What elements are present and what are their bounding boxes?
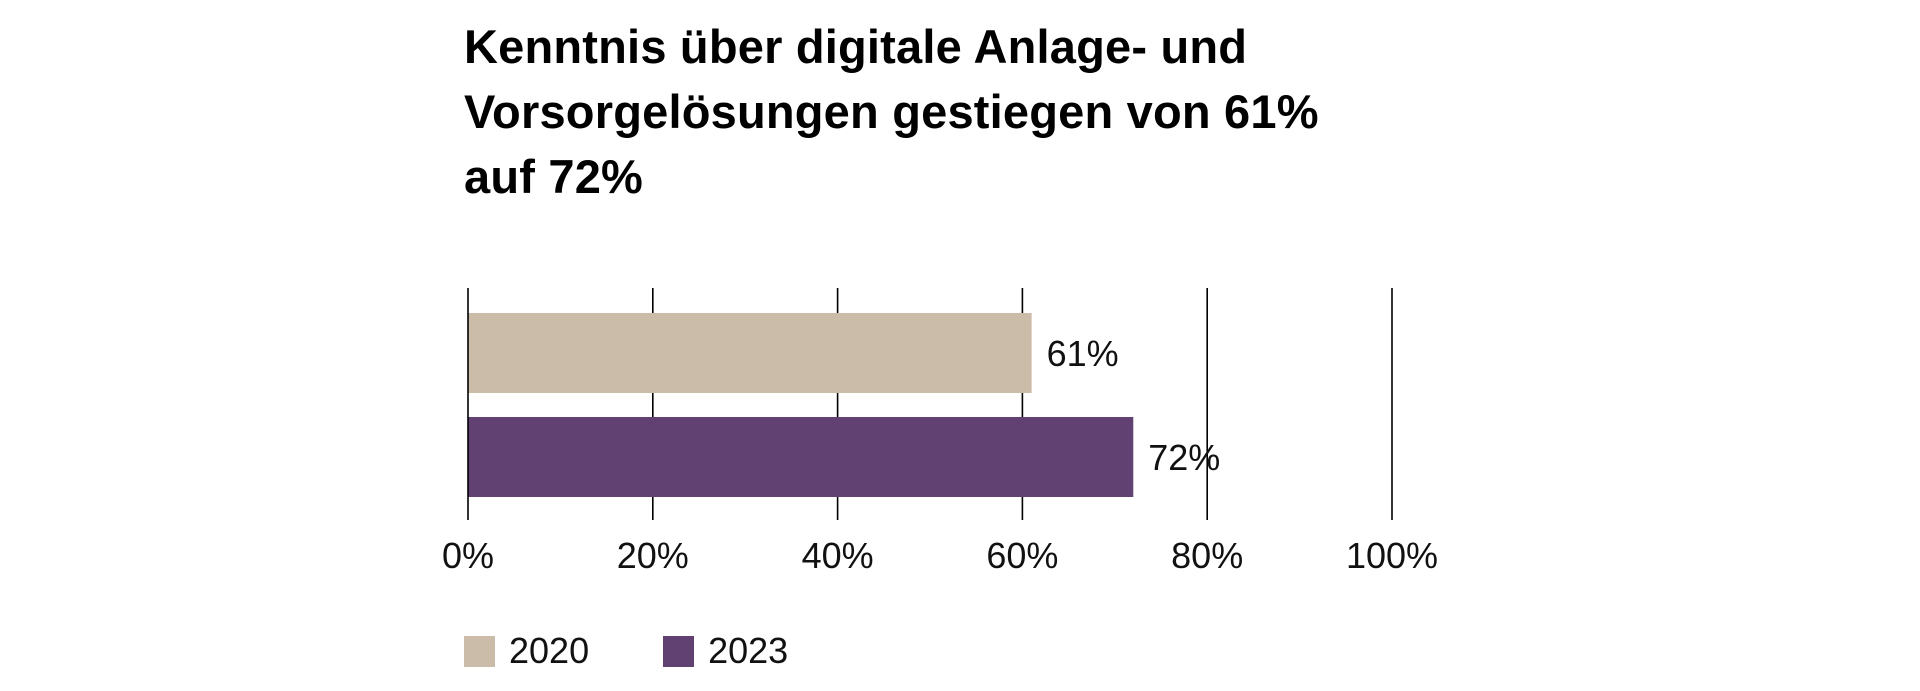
chart-title-line-1: Kenntnis über digitale Anlage- und: [464, 20, 1248, 73]
legend-swatch-2023: [663, 635, 695, 667]
bars: [468, 313, 1134, 497]
data-labels: 61% 72%: [1047, 333, 1221, 478]
chart-title-line-3: auf 72%: [464, 150, 644, 203]
legend-swatch-2020: [464, 635, 495, 667]
data-label-2023: 72%: [1148, 437, 1220, 478]
tick-label-80: 80%: [1171, 535, 1243, 576]
bar-2020: [468, 313, 1032, 393]
legend-item-2020: 2020: [464, 630, 589, 672]
data-label-2020: 61%: [1047, 333, 1119, 374]
tick-label-60: 60%: [986, 535, 1058, 576]
bar-2023: [468, 417, 1134, 497]
legend-label-2020: 2020: [509, 630, 590, 671]
legend-label-2023: 2023: [708, 630, 789, 671]
chart-title-line-2: Vorsorgelösungen gestiegen von 61%: [464, 85, 1319, 138]
tick-label-0: 0%: [442, 535, 494, 576]
legend-item-2023: 2023: [663, 630, 788, 672]
legend: 2020 2023: [464, 630, 862, 672]
tick-label-20: 20%: [617, 535, 689, 576]
x-axis-tick-labels: 0% 20% 40% 60% 80% 100%: [442, 535, 1438, 576]
tick-label-100: 100%: [1346, 535, 1438, 576]
tick-label-40: 40%: [802, 535, 874, 576]
chart-title: Kenntnis über digitale Anlage- und Vorso…: [464, 14, 1464, 209]
